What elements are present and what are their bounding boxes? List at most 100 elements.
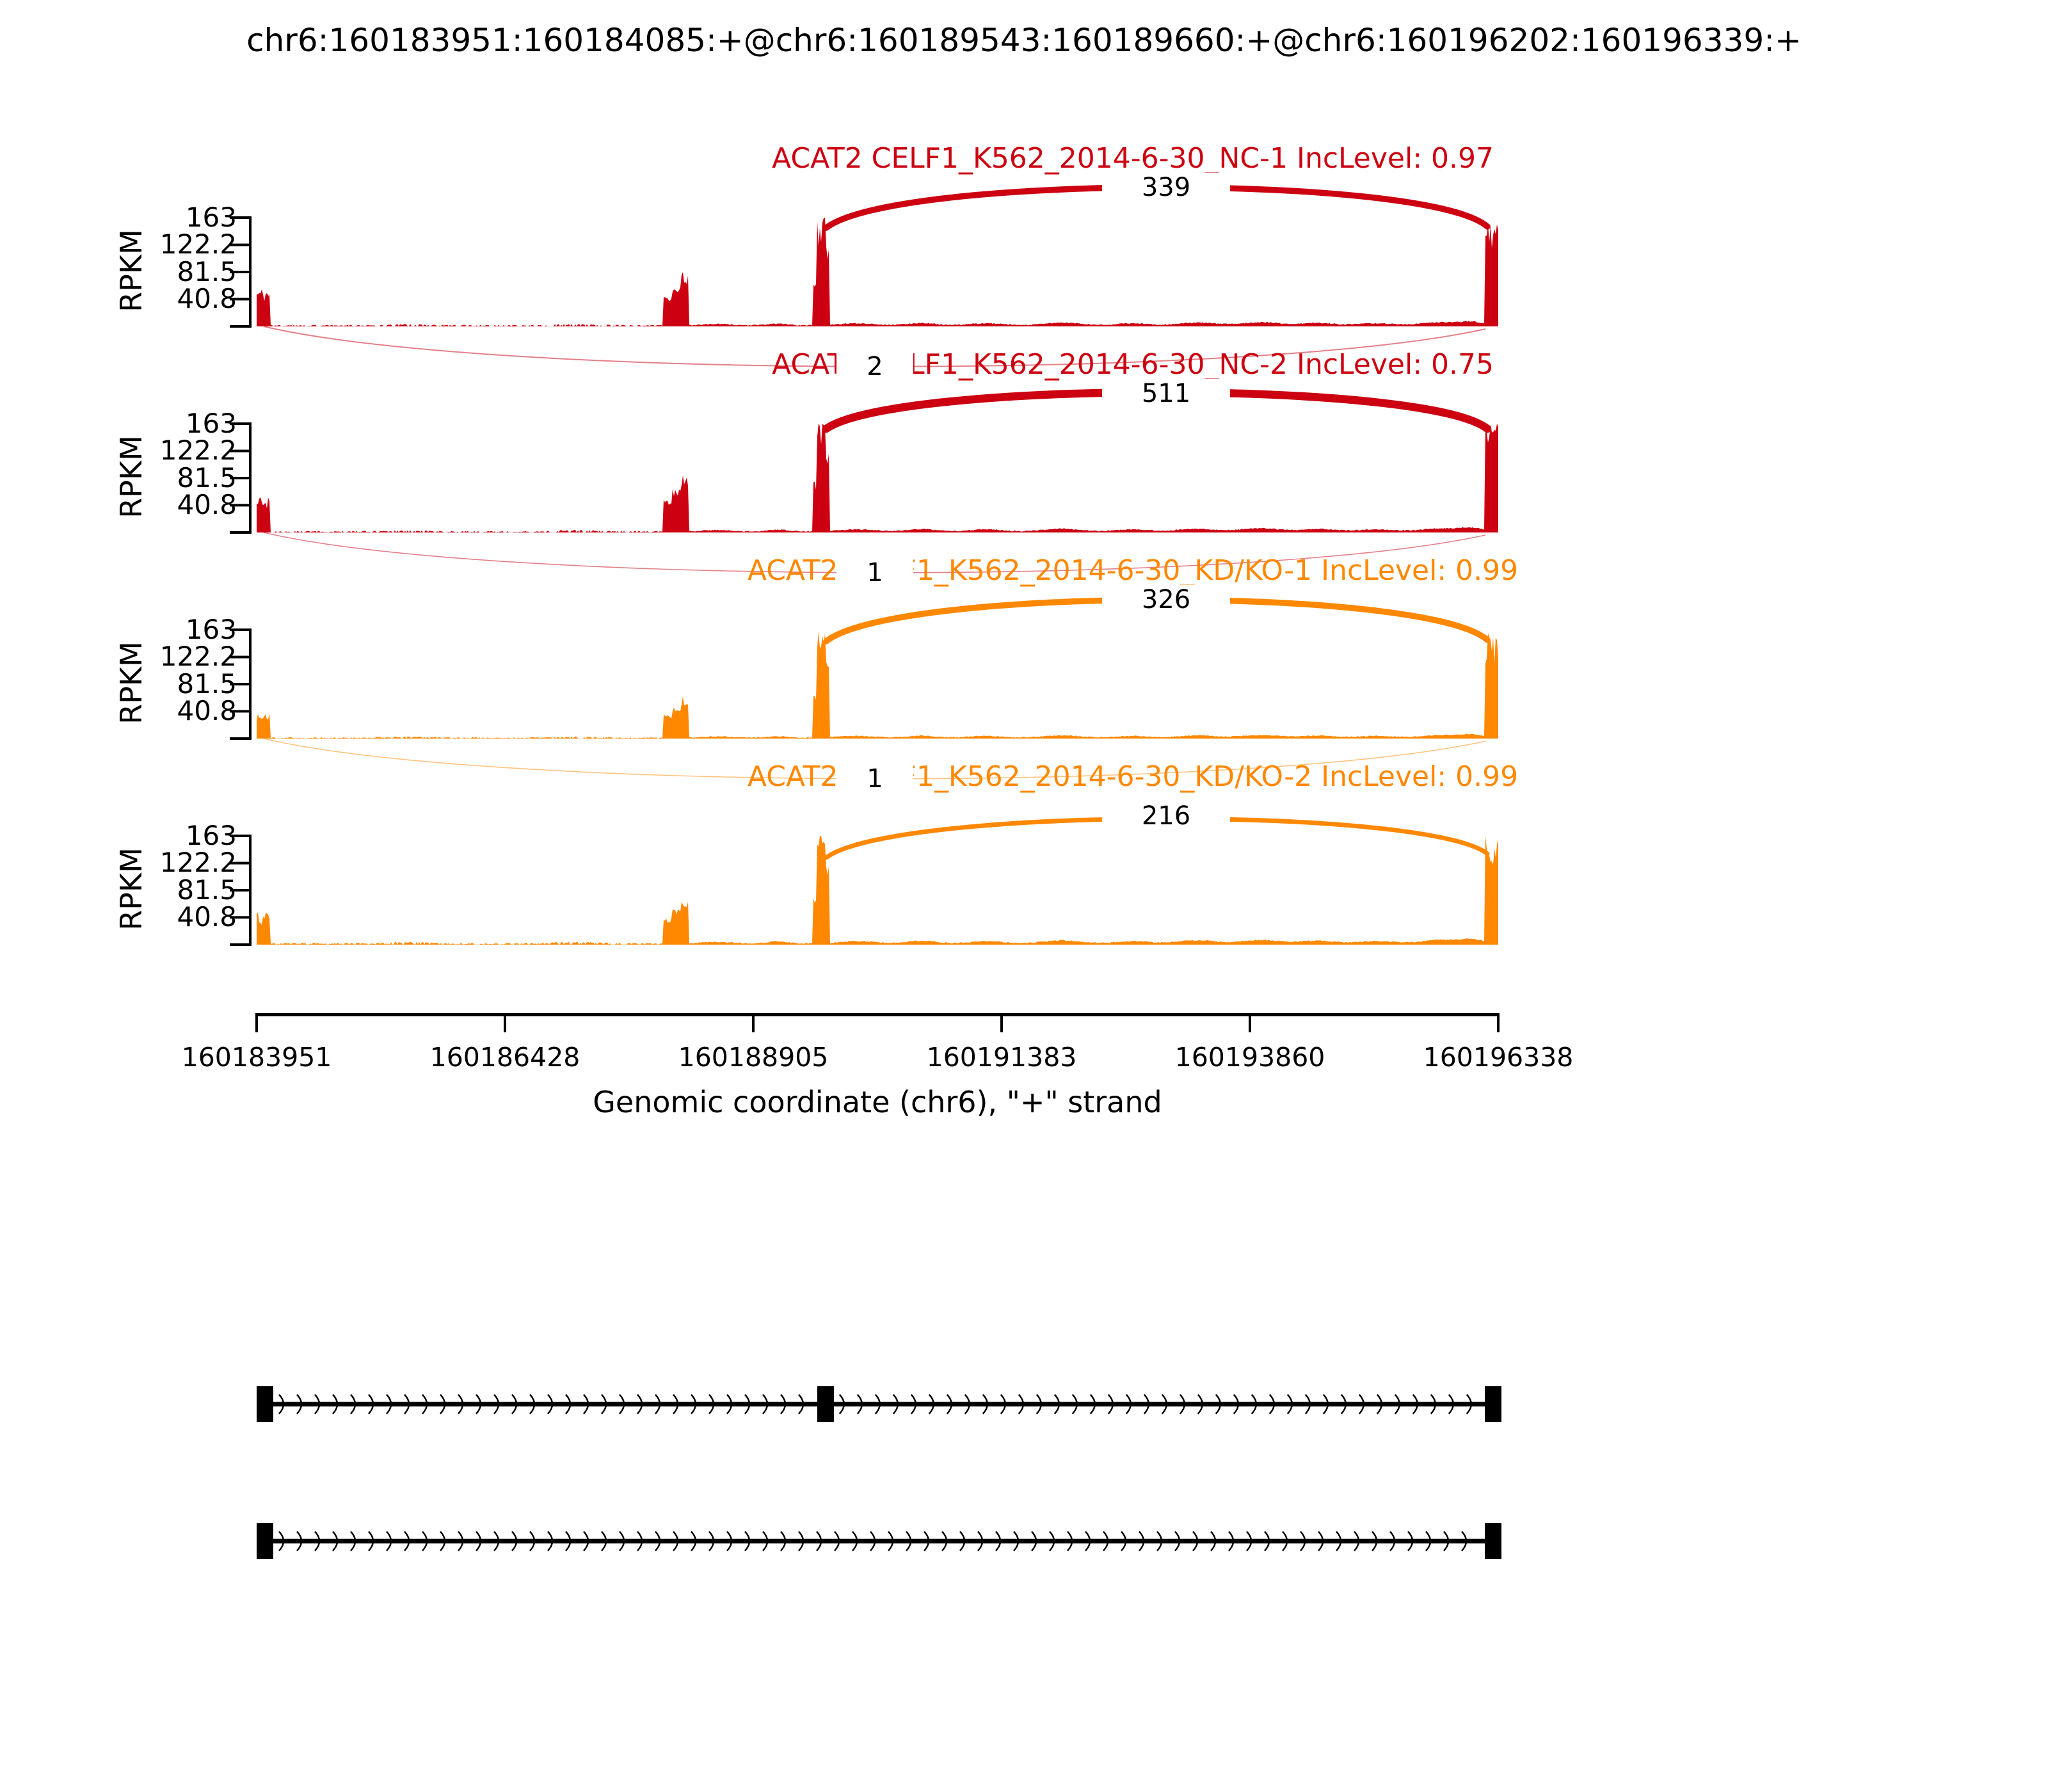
strand-arrow-icon (874, 1394, 881, 1414)
y-axis-tick (230, 531, 249, 534)
y-axis-tick (230, 449, 249, 452)
coverage-area (257, 631, 1498, 739)
strand-arrow-icon (350, 1394, 356, 1414)
strand-arrow-icon (583, 1531, 589, 1551)
strand-arrow-icon (1013, 1531, 1020, 1551)
strand-arrow-icon (1466, 1394, 1472, 1414)
exon-box (257, 1386, 273, 1422)
strand-arrow-icon (1354, 1531, 1360, 1551)
strand-arrow-icon (422, 1531, 428, 1551)
strand-arrow-icon (529, 1531, 536, 1551)
y-tick-label: 163 (185, 408, 237, 439)
inclusion-junction-count: 339 (1102, 173, 1230, 202)
x-axis-tick (1497, 1013, 1500, 1032)
plot-title: chr6:160183951:160184085:+@chr6:16018954… (246, 22, 1802, 59)
y-axis-spine (249, 422, 252, 534)
y-axis-tick (230, 835, 249, 837)
y-axis-tick (230, 422, 249, 425)
x-tick-label: 160196338 (1423, 1042, 1574, 1073)
strand-arrow-icon (1067, 1531, 1073, 1551)
strand-arrow-icon (547, 1394, 554, 1414)
x-tick-label: 160186428 (429, 1042, 580, 1073)
x-axis-tick (255, 1013, 258, 1032)
y-axis-tick (230, 298, 249, 301)
track-label: ACAT2 CELF1_K562_2014-6-30_KD/KO-1 IncLe… (747, 554, 1519, 587)
track-label: ACAT2 CELF1_K562_2014-6-30_KD/KO-2 IncLe… (747, 760, 1519, 793)
strand-arrow-icon (565, 1531, 572, 1551)
y-axis-tick (230, 710, 249, 713)
y-axis-tick (230, 271, 249, 273)
y-axis-tick (230, 325, 249, 328)
skipping-junction-count: 1 (836, 558, 913, 588)
strand-arrow-icon (314, 1394, 321, 1414)
strand-arrow-icon (798, 1394, 804, 1414)
strand-arrow-icon (1071, 1394, 1078, 1414)
strand-arrow-icon (1251, 1394, 1257, 1414)
strand-arrow-icon (583, 1394, 589, 1414)
strand-arrow-icon (511, 1394, 518, 1414)
strand-arrow-icon (928, 1394, 934, 1414)
strand-arrow-icon (296, 1394, 303, 1414)
coverage-area (257, 424, 1498, 532)
strand-arrow-icon (834, 1531, 840, 1551)
strand-arrow-icon (458, 1531, 464, 1551)
strand-arrow-icon (1215, 1394, 1221, 1414)
intron-line (257, 1539, 1501, 1544)
x-axis-spine (255, 1013, 1500, 1016)
strand-arrow-icon (350, 1531, 356, 1551)
x-axis (255, 1013, 1500, 1032)
strand-arrow-icon (946, 1394, 952, 1414)
y-axis-tick (230, 216, 249, 219)
x-tick-label: 160193860 (1174, 1042, 1325, 1073)
strand-arrow-icon (1282, 1531, 1288, 1551)
strand-arrow-icon (601, 1531, 607, 1551)
strand-arrow-icon (673, 1394, 679, 1414)
strand-arrow-icon (1192, 1531, 1199, 1551)
strand-arrow-icon (476, 1531, 482, 1551)
y-axis-tick (230, 861, 249, 865)
strand-arrow-icon (601, 1394, 607, 1414)
strand-arrow-icon (637, 1531, 643, 1551)
strand-arrow-icon (1358, 1394, 1364, 1414)
y-tick-label: 81.5 (177, 874, 237, 906)
y-tick-label: 122.2 (159, 641, 237, 672)
strand-arrow-icon (422, 1394, 428, 1414)
strand-arrow-icon (1107, 1394, 1114, 1414)
exon-box (817, 1386, 834, 1422)
strand-arrow-icon (870, 1531, 876, 1551)
strand-arrow-icon (1210, 1531, 1217, 1551)
strand-arrow-icon (691, 1394, 697, 1414)
y-tick-label: 163 (185, 202, 237, 233)
x-axis-tick (504, 1013, 506, 1032)
strand-arrow-icon (386, 1531, 392, 1551)
strand-arrow-icon (386, 1394, 392, 1414)
strand-arrow-icon (726, 1394, 733, 1414)
strand-arrow-icon (708, 1531, 715, 1551)
x-tick-label: 160191383 (926, 1042, 1077, 1073)
strand-arrow-icon (296, 1531, 303, 1551)
strand-arrow-icon (493, 1531, 500, 1551)
y-tick-label: 81.5 (177, 668, 237, 700)
strand-arrow-icon (852, 1531, 858, 1551)
y-axis-label: RPKM (114, 435, 148, 518)
strand-arrow-icon (762, 1531, 769, 1551)
y-axis-tick (230, 916, 249, 919)
coverage-area (257, 836, 1498, 945)
y-axis-label: RPKM (114, 229, 148, 312)
y-tick-label: 40.8 (177, 283, 237, 314)
exon-box (1485, 1523, 1501, 1559)
strand-arrow-icon (780, 1394, 787, 1414)
strand-arrow-icon (744, 1394, 751, 1414)
coverage-track-graphics-2 (230, 388, 1498, 573)
strand-arrow-icon (619, 1531, 625, 1551)
strand-arrow-icon (1031, 1531, 1037, 1551)
exon-box (257, 1523, 273, 1559)
strand-arrow-icon (1372, 1531, 1378, 1551)
track-label: ACAT2 CELF1_K562_2014-6-30_NC-2 IncLevel… (772, 348, 1494, 381)
strand-arrow-icon (1143, 1394, 1149, 1414)
strand-arrow-icon (529, 1394, 536, 1414)
exon-box (1485, 1386, 1501, 1422)
strand-arrow-icon (655, 1394, 661, 1414)
y-axis-spine (249, 216, 252, 328)
